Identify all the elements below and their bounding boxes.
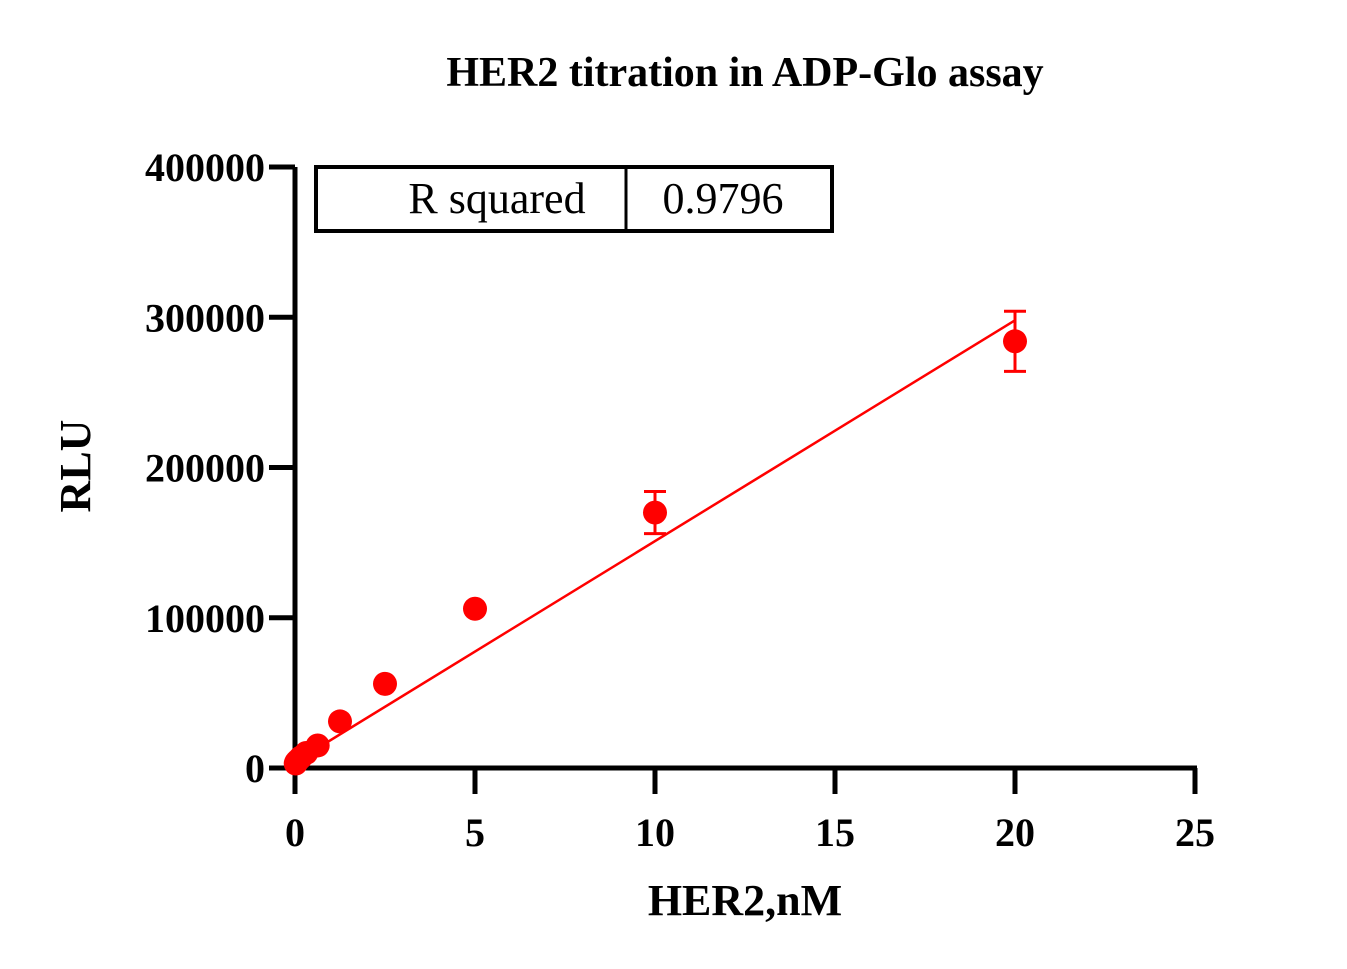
- data-point: [373, 671, 397, 696]
- stats-table: R squared 0.9796: [314, 165, 834, 233]
- chart-title: HER2 titration in ADP-Glo assay: [446, 50, 1043, 96]
- y-tick-label: 100000: [145, 596, 265, 641]
- x-tick-label: 20: [995, 810, 1035, 855]
- stats-table-border: [314, 165, 834, 233]
- x-tick-label: 10: [635, 810, 675, 855]
- y-axis-title: RLU: [51, 420, 100, 513]
- stats-value: 0.9796: [663, 174, 784, 223]
- data-point: [1003, 329, 1027, 354]
- fit-line-group: [294, 319, 1016, 764]
- x-axis-title: HER2,nM: [648, 876, 842, 925]
- error-bars: [644, 309, 1026, 536]
- data-point: [305, 733, 330, 758]
- data-points: [283, 329, 1027, 776]
- stats-label: R squared: [408, 174, 585, 223]
- data-point: [463, 596, 487, 621]
- y-tick-label: 300000: [145, 295, 265, 340]
- y-tick-label: 0: [245, 746, 265, 791]
- x-tick-label: 0: [285, 810, 305, 855]
- data-point: [328, 709, 352, 734]
- y-tick-label: 200000: [145, 446, 265, 491]
- x-tick-label: 5: [465, 810, 485, 855]
- axes: 0 100000 200000 300000 400000 0 5 10 15 20 25: [145, 145, 1215, 855]
- x-tick-label: 15: [815, 810, 855, 855]
- data-point: [643, 500, 667, 525]
- fit-line: [294, 319, 1016, 764]
- y-tick-label: 400000: [145, 145, 265, 190]
- x-tick-label: 25: [1175, 810, 1215, 855]
